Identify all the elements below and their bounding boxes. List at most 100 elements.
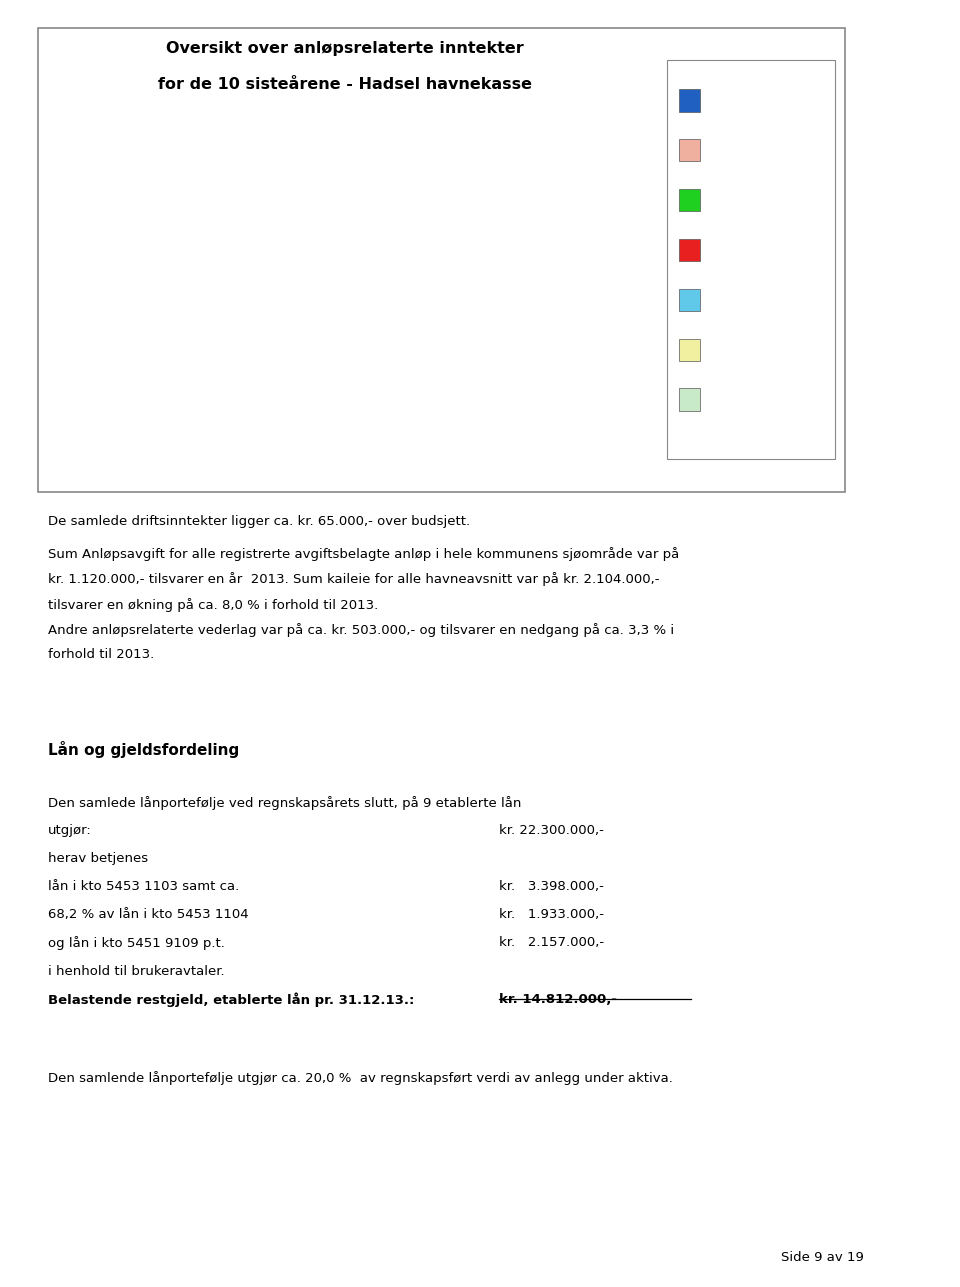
Bar: [316, 251, 352, 252]
Polygon shape: [376, 228, 420, 234]
Polygon shape: [593, 432, 600, 447]
Polygon shape: [653, 197, 660, 236]
Polygon shape: [316, 435, 359, 441]
Polygon shape: [135, 269, 179, 275]
Bar: [617, 202, 653, 203]
Polygon shape: [255, 324, 299, 331]
Polygon shape: [653, 297, 660, 438]
Bar: [677, 211, 713, 254]
Text: og lån i kto 5451 9109 p.t.: og lån i kto 5451 9109 p.t.: [48, 937, 225, 950]
Bar: [677, 254, 713, 286]
Bar: [195, 248, 231, 250]
Polygon shape: [496, 432, 540, 439]
Bar: [557, 245, 593, 283]
Bar: [195, 250, 231, 273]
Polygon shape: [472, 225, 480, 233]
Polygon shape: [135, 435, 179, 441]
Bar: [376, 324, 412, 440]
Polygon shape: [412, 237, 420, 266]
Bar: [496, 439, 533, 447]
Bar: [195, 441, 231, 447]
Bar: [255, 251, 292, 254]
Polygon shape: [436, 227, 480, 233]
Polygon shape: [713, 166, 721, 211]
Polygon shape: [412, 234, 420, 243]
Polygon shape: [472, 227, 480, 259]
Polygon shape: [436, 314, 480, 319]
Polygon shape: [376, 440, 420, 447]
Polygon shape: [195, 300, 239, 306]
Polygon shape: [533, 282, 540, 317]
Polygon shape: [677, 247, 721, 254]
Polygon shape: [231, 242, 239, 250]
Polygon shape: [557, 305, 600, 311]
Polygon shape: [436, 286, 480, 292]
Text: kr.   2.157.000,-: kr. 2.157.000,-: [499, 937, 605, 950]
Polygon shape: [352, 266, 359, 306]
Polygon shape: [713, 430, 721, 447]
Bar: [376, 241, 412, 243]
Bar: [255, 306, 292, 331]
Polygon shape: [557, 277, 600, 283]
Polygon shape: [593, 207, 600, 245]
Polygon shape: [617, 229, 660, 236]
Polygon shape: [436, 254, 480, 259]
Polygon shape: [376, 434, 420, 440]
Polygon shape: [195, 324, 239, 331]
Polygon shape: [316, 300, 359, 306]
Polygon shape: [533, 203, 540, 220]
Polygon shape: [292, 266, 299, 306]
Polygon shape: [316, 245, 359, 251]
Bar: [255, 254, 292, 273]
Bar: [316, 329, 352, 441]
Bar: [617, 203, 653, 236]
Polygon shape: [135, 329, 179, 336]
Polygon shape: [677, 145, 721, 152]
Polygon shape: [171, 435, 179, 447]
Bar: [135, 441, 171, 447]
Bar: [376, 266, 412, 299]
Bar: [677, 152, 713, 171]
Polygon shape: [533, 215, 540, 252]
Polygon shape: [593, 206, 600, 214]
Polygon shape: [135, 440, 179, 447]
Polygon shape: [653, 178, 660, 202]
Bar: [436, 233, 472, 259]
Text: Andre anløpsrelaterte vederlag var på ca. kr. 503.000,- og tilsvarer en nedgang : Andre anløpsrelaterte vederlag var på ca…: [48, 623, 674, 637]
Text: Den samlede lånportefølje ved regnskapsårets slutt, på 9 etablerte lån: Den samlede lånportefølje ved regnskapså…: [48, 795, 521, 810]
Polygon shape: [255, 245, 299, 251]
Bar: [496, 317, 533, 439]
Polygon shape: [135, 243, 179, 250]
Polygon shape: [171, 242, 179, 250]
Polygon shape: [677, 205, 721, 211]
Polygon shape: [292, 239, 299, 251]
Bar: [617, 274, 653, 304]
Bar: [496, 252, 533, 288]
Polygon shape: [316, 323, 359, 329]
Bar: [255, 331, 292, 441]
Text: Belastende restgjeld, etablerte lån pr. 31.12.13.:: Belastende restgjeld, etablerte lån pr. …: [48, 992, 415, 1008]
Polygon shape: [171, 233, 179, 248]
Polygon shape: [617, 431, 660, 438]
Polygon shape: [255, 300, 299, 306]
Polygon shape: [496, 440, 540, 447]
Bar: [376, 440, 412, 447]
Polygon shape: [135, 242, 179, 248]
Polygon shape: [677, 430, 721, 436]
Bar: [135, 275, 171, 309]
Bar: [376, 234, 412, 241]
Text: i henhold til brukeravtaler.: i henhold til brukeravtaler.: [48, 964, 225, 978]
Polygon shape: [593, 238, 600, 283]
Polygon shape: [496, 215, 540, 221]
Polygon shape: [292, 300, 299, 331]
Bar: [316, 252, 352, 273]
Polygon shape: [617, 297, 660, 304]
Polygon shape: [195, 242, 239, 248]
Bar: [677, 171, 713, 172]
Polygon shape: [496, 214, 540, 220]
Polygon shape: [255, 435, 299, 441]
Polygon shape: [533, 246, 540, 288]
Polygon shape: [472, 254, 480, 292]
Bar: [135, 309, 171, 336]
Text: herav betjenes: herav betjenes: [48, 852, 148, 865]
